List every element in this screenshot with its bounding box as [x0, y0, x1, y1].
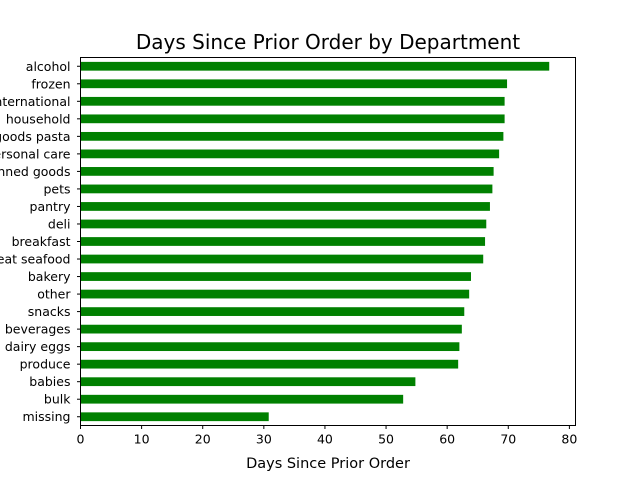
bar-bulk [80, 394, 404, 404]
x-tick-label: 50 [378, 432, 394, 447]
bar-alcohol [80, 61, 550, 71]
y-tick-label: beverages [5, 322, 71, 337]
chart-title: Days Since Prior Order by Department [136, 30, 520, 54]
x-tick-label: 30 [256, 432, 272, 447]
y-tick-label: dairy eggs [5, 339, 71, 354]
y-axis-ticks: alcohol frozen international household dry g… [0, 59, 81, 424]
bar-household [80, 114, 505, 124]
x-tick-label: 0 [77, 432, 85, 447]
bar-missing [80, 412, 269, 422]
bar-frozen [80, 79, 508, 89]
y-tick-label: international [0, 94, 71, 109]
bar-babies [80, 377, 416, 387]
x-axis-ticks: 0 10 20 30 40 50 60 70 80 [77, 425, 577, 447]
y-tick-label: deli [48, 216, 71, 231]
bar-breakfast [80, 237, 486, 246]
bar-personal-care [80, 149, 500, 159]
bar-international [80, 96, 505, 106]
y-tick-label: snacks [28, 304, 71, 319]
bar-pantry [80, 202, 490, 211]
plot-frame [80, 57, 576, 426]
x-tick-label: 20 [195, 432, 211, 447]
x-tick-label: 60 [439, 432, 455, 447]
y-tick-label: frozen [31, 76, 70, 91]
bar-produce [80, 359, 459, 369]
y-tick-label: canned goods [0, 164, 71, 179]
x-tick-label: 80 [561, 432, 577, 447]
bar-deli [80, 219, 487, 229]
y-tick-label: personal care [0, 146, 71, 161]
bar-pets [80, 184, 493, 194]
bar-beverages [80, 324, 462, 334]
bar-dry-goods-pasta [80, 131, 504, 141]
y-tick-label: missing [22, 409, 70, 424]
y-tick-label: bulk [44, 392, 71, 407]
y-tick-label: household [6, 111, 71, 126]
y-tick-label: babies [29, 374, 70, 389]
bar-dairy-eggs [80, 342, 460, 352]
y-tick-label: other [37, 287, 71, 302]
x-axis-label: Days Since Prior Order [246, 456, 410, 472]
bars-group [80, 61, 550, 422]
x-tick-label: 10 [134, 432, 150, 447]
y-tick-label: meat seafood [0, 252, 71, 267]
y-tick-label: pantry [30, 199, 72, 214]
y-tick-label: bakery [28, 269, 71, 284]
y-tick-label: dry goods pasta [0, 129, 71, 144]
y-tick-label: alcohol [26, 59, 71, 74]
x-tick-label: 70 [500, 432, 516, 447]
bar-snacks [80, 307, 465, 316]
bar-meat-seafood [80, 254, 484, 264]
y-tick-label: pets [43, 181, 70, 196]
bar-other [80, 289, 470, 299]
bar-canned-goods [80, 167, 494, 176]
x-tick-label: 40 [317, 432, 333, 447]
bar-bakery [80, 272, 471, 281]
y-tick-label: breakfast [12, 234, 71, 249]
y-tick-label: produce [20, 357, 71, 372]
